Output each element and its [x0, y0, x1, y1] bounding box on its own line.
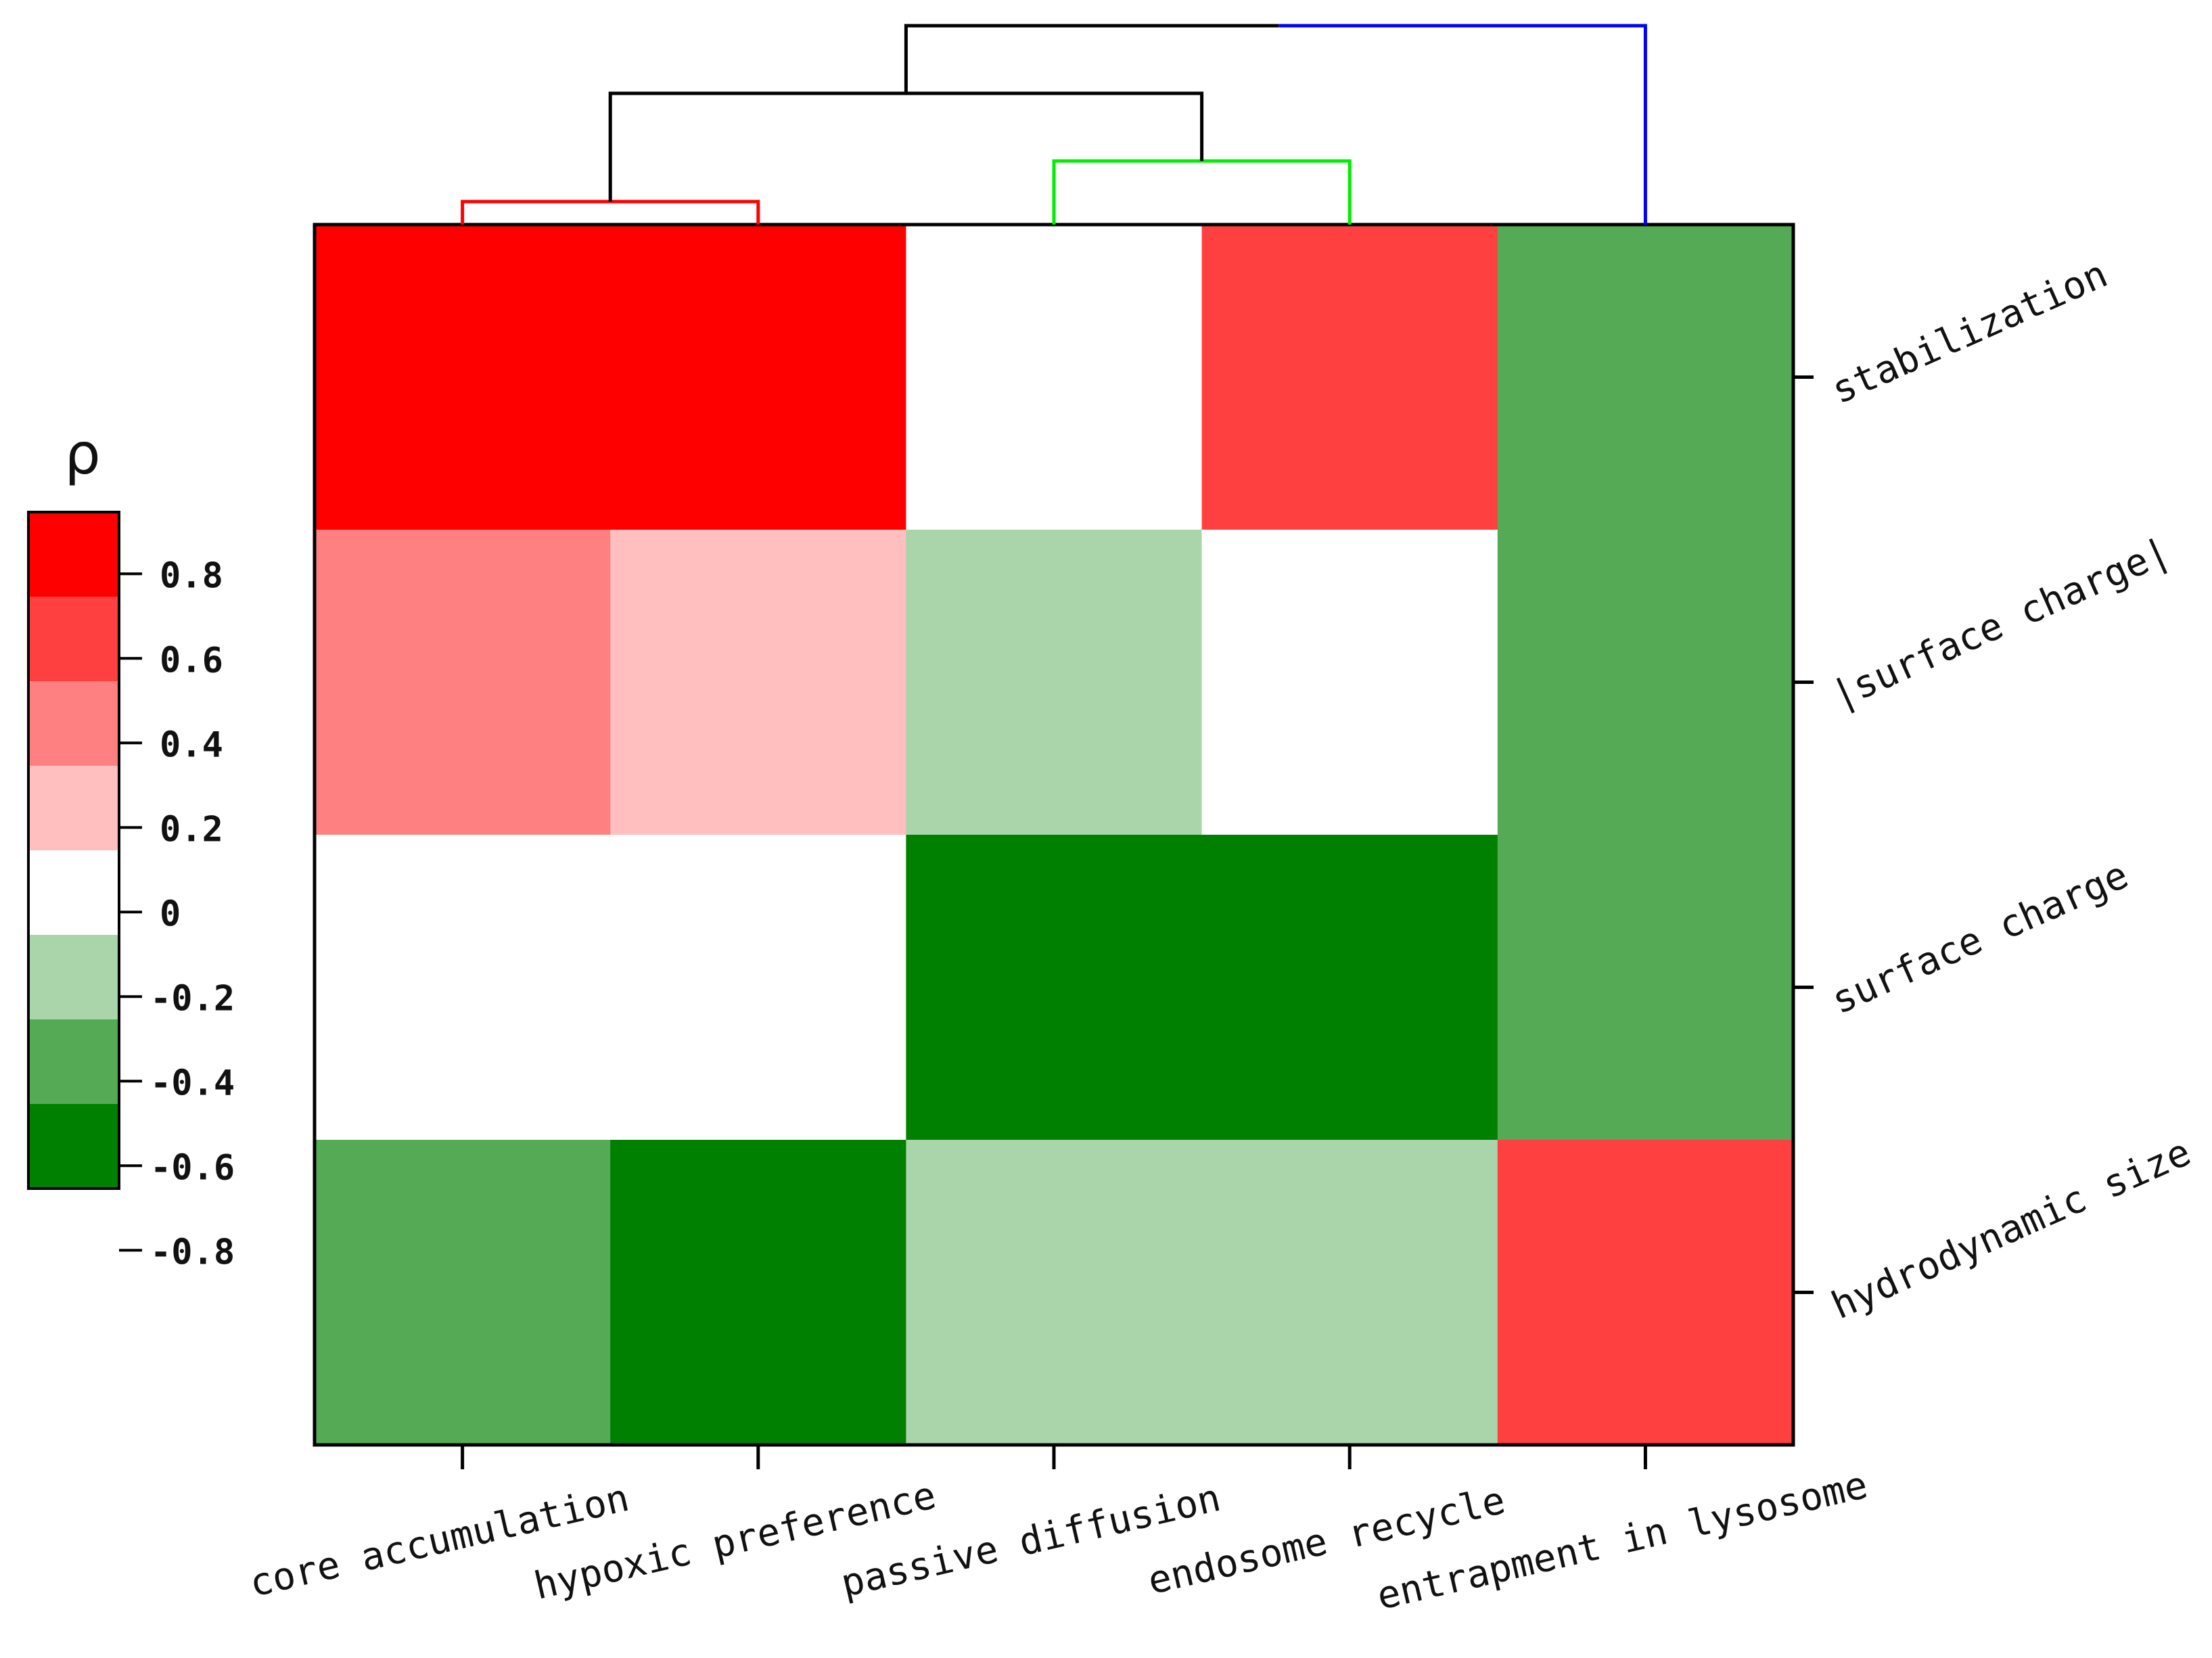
- heatmap-cell: [315, 835, 611, 1141]
- heatmap-cells: [315, 225, 1794, 1446]
- legend-title: ρ: [64, 421, 100, 487]
- heatmap-cell: [315, 1140, 611, 1446]
- dendrogram-branch: [904, 24, 1279, 93]
- legend-swatch: [28, 1104, 119, 1189]
- heatmap-cell: [610, 225, 906, 530]
- legend-ticks: 0.8 0.6 0.4 0.2 0 -0.2 -0.4 -0.6 -0.8: [119, 555, 235, 1272]
- legend-tick-label: 0.6: [160, 640, 223, 681]
- heatmap-cell: [610, 530, 906, 835]
- y-axis: stabilization |surface charge| surface cha…: [1793, 252, 2197, 1329]
- heatmap-cell: [906, 530, 1203, 835]
- heatmap-cell: [315, 225, 611, 530]
- legend-swatch: [28, 850, 119, 936]
- legend-tick-label: -0.8: [150, 1232, 235, 1272]
- heatmap-cell: [610, 1140, 906, 1446]
- heatmap-cell: [906, 835, 1203, 1141]
- legend-tick-label: 0.2: [160, 809, 223, 850]
- heatmap-cell: [1201, 1140, 1498, 1446]
- heatmap-cell: [1201, 530, 1498, 835]
- heatmap-cell: [610, 835, 906, 1141]
- column-dendrogram: [461, 24, 1647, 225]
- heatmap-cell: [1201, 835, 1498, 1141]
- y-tick-label: surface charge: [1825, 853, 2135, 1023]
- heatmap-cell: [906, 1140, 1203, 1446]
- legend-swatch: [28, 512, 119, 597]
- legend-tick-label: 0.8: [160, 555, 223, 596]
- dendrogram-branch: [608, 91, 1204, 202]
- y-tick-label: stabilization: [1825, 252, 2114, 413]
- color-legend: ρ 0.8 0.6 0.4 0.2 0 -0.2 -0.4 -0.6 -0.8: [27, 421, 235, 1272]
- heatmap-cell: [1497, 225, 1794, 530]
- legend-tick-label: -0.6: [150, 1147, 235, 1188]
- legend-swatches: [27, 511, 120, 1190]
- heatmap-cell: [906, 225, 1203, 530]
- y-tick-label: hydrodynamic size: [1825, 1130, 2197, 1329]
- legend-swatch: [28, 1019, 119, 1105]
- legend-swatch: [28, 681, 119, 766]
- y-tick-label: |surface charge|: [1825, 530, 2176, 718]
- x-tick-label: entrapment in lysosome: [1373, 1463, 1872, 1619]
- heatmap-cell: [1497, 1140, 1794, 1446]
- heatmap-cell: [1497, 835, 1794, 1141]
- dendrogram-branch: [1052, 159, 1352, 225]
- dendrogram-branch: [1278, 24, 1647, 225]
- legend-tick-label: 0.4: [160, 724, 223, 765]
- legend-swatch: [28, 766, 119, 851]
- legend-swatch: [28, 935, 119, 1020]
- legend-frame: [27, 511, 120, 1190]
- legend-tick-label: -0.4: [150, 1063, 235, 1103]
- heatmap-cell: [315, 530, 611, 835]
- heatmap-cell: [1497, 530, 1794, 835]
- legend-tick-label: -0.2: [150, 978, 235, 1019]
- heatmap-cell: [1201, 225, 1498, 530]
- dendrogram-branch: [461, 200, 760, 225]
- legend-swatch: [28, 597, 119, 682]
- legend-tick-label: 0: [160, 894, 181, 934]
